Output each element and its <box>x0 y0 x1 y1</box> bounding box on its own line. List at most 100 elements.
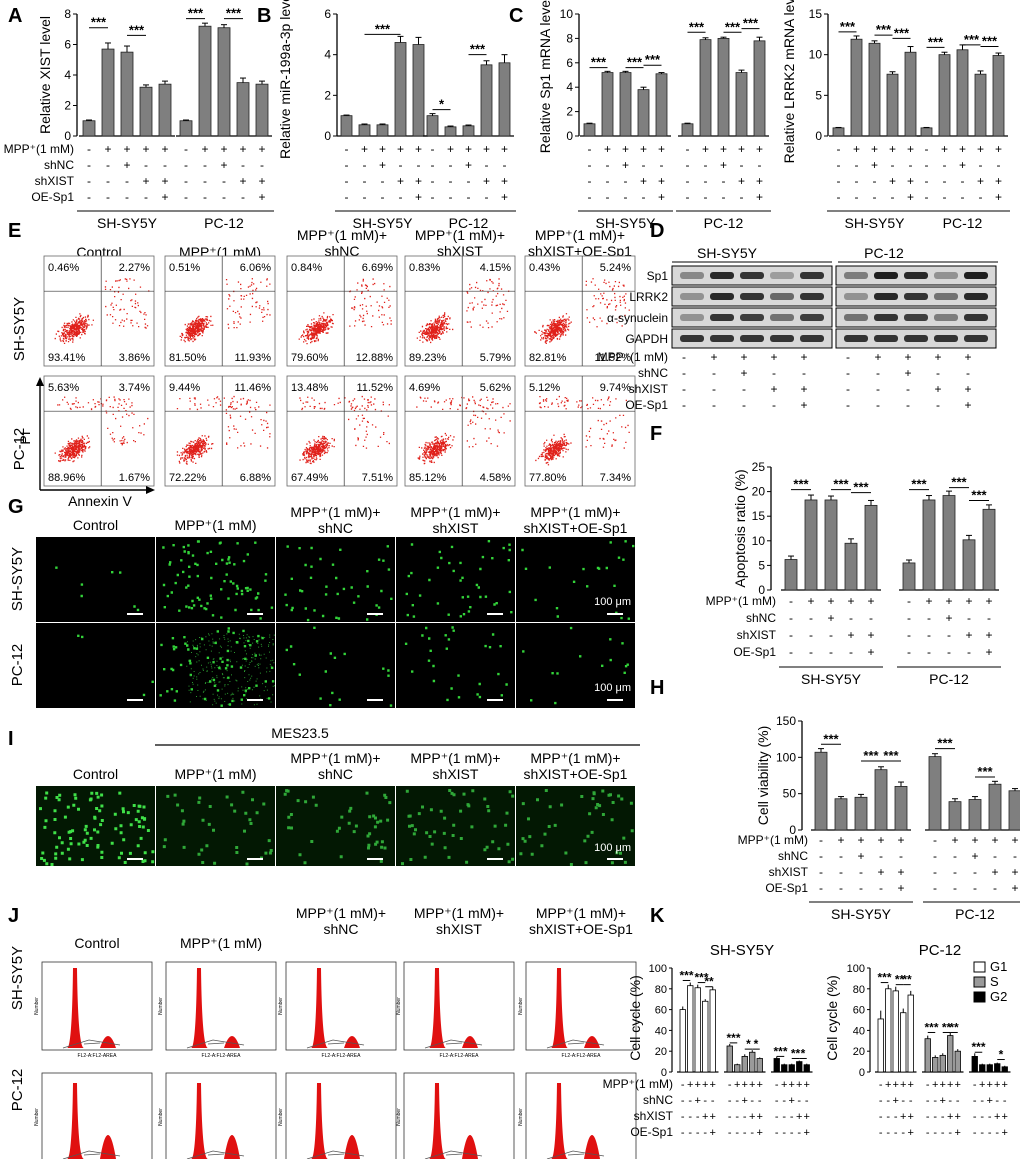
y-tick-label: 6 <box>324 7 331 21</box>
design-mark: - <box>750 1127 754 1139</box>
design-mark: - <box>839 865 843 879</box>
design-mark: + <box>742 1095 748 1107</box>
bar <box>877 1018 884 1073</box>
design-mark: + <box>702 142 709 156</box>
design-mark: - <box>485 190 489 204</box>
design-mark: - <box>624 190 628 204</box>
design-mark: - <box>740 158 744 172</box>
row-label: OE-Sp1 <box>765 881 808 895</box>
design-mark: + <box>104 142 111 156</box>
design-mark: - <box>926 1111 930 1123</box>
design-mark: - <box>891 158 895 172</box>
design-mark: + <box>379 142 386 156</box>
axis-title: Number <box>518 1108 524 1126</box>
quadrant-value: 12.88% <box>356 352 394 364</box>
design-mark: - <box>660 158 664 172</box>
design-mark: + <box>710 1079 716 1091</box>
design-mark: - <box>894 1127 898 1139</box>
quadrant-value: 5.24% <box>600 262 631 274</box>
g2-peak <box>100 1135 116 1159</box>
design-mark: - <box>681 1127 685 1139</box>
design-mark: - <box>431 190 435 204</box>
bar <box>832 127 845 137</box>
design-mark: + <box>702 1111 708 1123</box>
design-mark: + <box>720 142 727 156</box>
y-tick-label: 2 <box>324 88 331 102</box>
y-tick-label: 20 <box>752 485 766 499</box>
design-mark: - <box>588 142 592 156</box>
design-mark: + <box>985 628 992 642</box>
row-label: shXIST <box>35 174 75 188</box>
design-mark: + <box>1002 1111 1008 1123</box>
design-mark: - <box>879 1079 883 1091</box>
group-label: PC-12 <box>929 671 969 687</box>
design-mark: + <box>738 142 745 156</box>
design-mark: + <box>995 142 1002 156</box>
design-mark: + <box>687 1079 693 1091</box>
design-mark: + <box>925 594 932 608</box>
design-mark: - <box>797 1127 801 1139</box>
blot-band <box>964 335 988 342</box>
flow-y-label: PI <box>17 431 33 444</box>
y-tick-label: 25 <box>752 460 766 474</box>
sig-stars: *** <box>773 1044 787 1058</box>
group-label: SH-SY5Y <box>353 215 414 231</box>
design-mark: + <box>853 142 860 156</box>
design-mark: - <box>839 881 843 895</box>
design-mark: + <box>977 174 984 188</box>
design-mark: + <box>955 1111 961 1123</box>
design-mark: - <box>980 1127 984 1139</box>
design-mark: - <box>467 174 471 188</box>
design-mark: + <box>220 142 227 156</box>
design-mark: - <box>682 350 686 364</box>
design-mark: - <box>106 190 110 204</box>
quadrant-value: 5.12% <box>529 382 560 394</box>
sig-stars: * <box>439 97 445 112</box>
quadrant-value: 77.80% <box>529 472 567 484</box>
design-mark: + <box>994 1079 1000 1091</box>
row-label: MPP⁺(1 mM) <box>4 142 74 156</box>
bar <box>904 51 917 137</box>
y-tick-label: 0 <box>758 583 765 597</box>
bar <box>892 990 899 1073</box>
design-mark: + <box>201 142 208 156</box>
design-mark: - <box>606 190 610 204</box>
bar <box>988 783 1002 831</box>
blot-band <box>800 272 824 279</box>
blot-band <box>740 293 764 300</box>
row-label: OE-Sp1 <box>630 1125 673 1139</box>
design-mark: + <box>604 142 611 156</box>
bar <box>753 40 766 137</box>
design-mark: - <box>203 174 207 188</box>
design-mark: + <box>239 142 246 156</box>
scatter-points <box>179 278 271 343</box>
design-mark: - <box>819 881 823 895</box>
plot-frame <box>286 375 398 487</box>
bar <box>781 1064 788 1073</box>
design-mark: + <box>465 158 472 172</box>
design-mark: - <box>743 1127 747 1139</box>
design-mark: - <box>681 1079 685 1091</box>
y-tick-label: 60 <box>853 1005 865 1017</box>
y-axis-label: Cell cycle (%) <box>627 975 643 1061</box>
chart-title: PC-12 <box>919 942 962 959</box>
quadrant-value: 6.06% <box>240 262 271 274</box>
design-mark: + <box>994 1111 1000 1123</box>
panel-label-K: K <box>650 905 665 927</box>
image-bg <box>156 623 275 708</box>
g2-peak <box>100 1036 116 1048</box>
quadrant-value: 11.52% <box>357 382 394 394</box>
quadrant-value: 4.69% <box>409 382 440 394</box>
design-mark: - <box>907 628 911 642</box>
design-mark: - <box>163 158 167 172</box>
bar <box>850 38 863 137</box>
group-label: PC-12 <box>204 215 244 231</box>
design-mark: - <box>926 1127 930 1139</box>
sig-stars: *** <box>977 764 993 779</box>
design-mark: - <box>988 1127 992 1139</box>
bar <box>699 39 712 137</box>
design-mark: + <box>877 833 884 847</box>
g1-peak <box>67 1083 84 1159</box>
panel-label-D: D <box>650 220 664 242</box>
design-mark: + <box>857 833 864 847</box>
